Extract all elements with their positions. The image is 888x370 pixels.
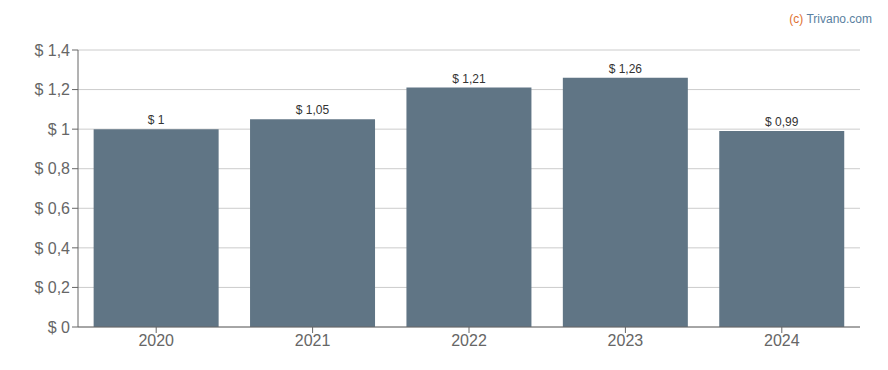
svg-text:$ 0,4: $ 0,4 bbox=[34, 240, 70, 257]
svg-text:$ 1,21: $ 1,21 bbox=[452, 72, 486, 86]
svg-text:2023: 2023 bbox=[608, 332, 644, 349]
svg-text:$ 0,8: $ 0,8 bbox=[34, 160, 70, 177]
svg-text:$ 1,2: $ 1,2 bbox=[34, 81, 70, 98]
svg-text:$ 1,26: $ 1,26 bbox=[609, 62, 643, 76]
svg-text:2020: 2020 bbox=[138, 332, 174, 349]
svg-text:$ 1: $ 1 bbox=[148, 113, 165, 127]
svg-text:2021: 2021 bbox=[295, 332, 331, 349]
svg-text:$ 0,99: $ 0,99 bbox=[765, 115, 799, 129]
svg-text:$ 1,4: $ 1,4 bbox=[34, 42, 70, 59]
svg-text:$ 0,2: $ 0,2 bbox=[34, 279, 70, 296]
svg-text:2022: 2022 bbox=[451, 332, 487, 349]
svg-text:$ 1,05: $ 1,05 bbox=[296, 103, 330, 117]
html-text:(c) Trivano.com: (c) Trivano.com bbox=[789, 12, 872, 26]
svg-text:$ 0,6: $ 0,6 bbox=[34, 200, 70, 217]
svg-text:2024: 2024 bbox=[764, 332, 800, 349]
svg-text:$ 1: $ 1 bbox=[48, 121, 70, 138]
svg-text:$ 0: $ 0 bbox=[48, 319, 70, 336]
